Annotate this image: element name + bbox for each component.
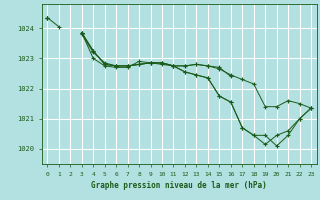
X-axis label: Graphe pression niveau de la mer (hPa): Graphe pression niveau de la mer (hPa) xyxy=(91,181,267,190)
